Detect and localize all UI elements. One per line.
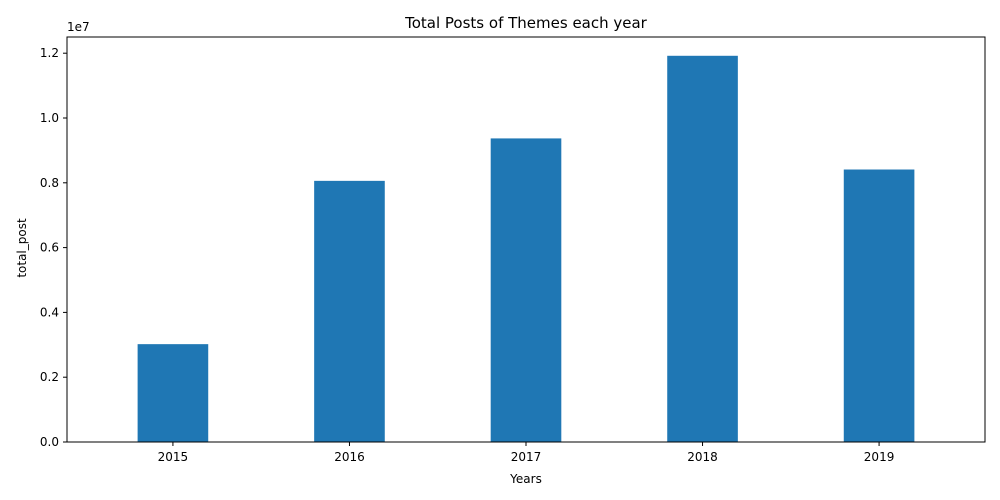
bar-2017 (490, 138, 562, 443)
x-tick-label: 2018 (687, 450, 718, 464)
chart-title: Total Posts of Themes each year (404, 14, 648, 32)
bar-2018 (667, 55, 738, 443)
bar-2016 (314, 180, 385, 442)
y-axis-label: total_post (15, 218, 29, 278)
x-axis-label: Years (509, 472, 542, 486)
y-tick-label: 0.4 (40, 305, 59, 319)
x-axis-ticks: 2015 2016 2017 2018 2019 (158, 442, 895, 464)
x-tick-label: 2016 (334, 450, 365, 464)
x-tick-label: 2019 (864, 450, 895, 464)
y-axis-offset-label: 1e7 (67, 20, 90, 34)
plot-area-frame (66, 36, 986, 443)
bars-group (137, 55, 915, 443)
y-tick-label: 0.6 (40, 241, 59, 255)
bar-2015 (137, 344, 209, 442)
bar-2019 (843, 169, 915, 443)
x-tick-label: 2017 (511, 450, 542, 464)
y-tick-label: 1.2 (40, 46, 59, 60)
x-tick-label: 2015 (158, 450, 189, 464)
y-tick-label: 0.8 (40, 176, 59, 190)
y-tick-label: 1.0 (40, 111, 59, 125)
y-axis-ticks: 0.0 0.2 0.4 0.6 0.8 1.0 1.2 (40, 46, 67, 449)
y-tick-label: 0.0 (40, 435, 59, 449)
y-tick-label: 0.2 (40, 370, 59, 384)
